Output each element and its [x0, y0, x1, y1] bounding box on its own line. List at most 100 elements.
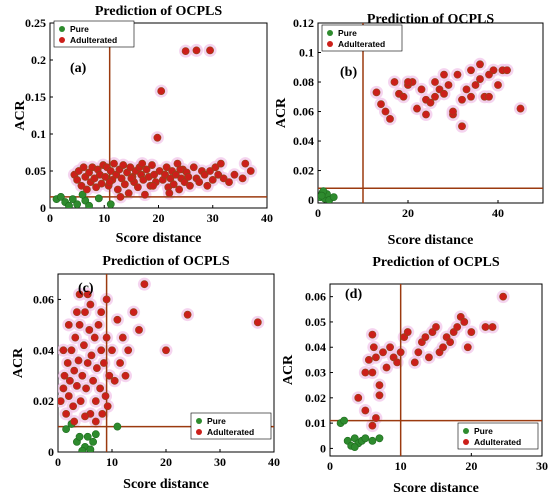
point-adulterated: [211, 163, 220, 172]
point-adulterated: [162, 163, 171, 172]
x-axis-label: Score distance: [123, 477, 209, 492]
point-adulterated: [449, 107, 457, 116]
point-adulterated: [403, 328, 412, 336]
legend-label-pure: Pure: [207, 416, 226, 426]
point-adulterated: [116, 192, 125, 201]
point-adulterated: [161, 170, 169, 179]
point-adulterated: [375, 381, 384, 390]
point-adulterated: [364, 355, 373, 364]
x-tick-label: 20: [160, 455, 172, 469]
point-adulterated: [67, 346, 76, 355]
legend-box: [190, 412, 272, 440]
point-adulterated: [404, 78, 412, 86]
point-adulterated: [368, 368, 377, 377]
point-adulterated: [140, 280, 149, 289]
x-tick-label: 10: [106, 455, 118, 469]
point-adulterated: [171, 170, 180, 179]
point-pure: [68, 195, 77, 204]
x-tick-label: 30: [207, 211, 219, 225]
point-adulterated: [118, 333, 127, 342]
point-pure: [89, 437, 97, 446]
point-adulterated: [75, 320, 84, 329]
point-adulterated: [203, 181, 212, 190]
point-adulterated: [372, 353, 380, 362]
point-adulterated: [453, 70, 462, 79]
point-adulterated: [413, 104, 421, 113]
point-adulterated: [142, 165, 151, 174]
point-adulterated: [396, 348, 405, 357]
panel-label: (b): [340, 65, 357, 80]
point-pure: [75, 432, 84, 441]
point-adulterated: [92, 364, 101, 372]
point-adulterated: [105, 178, 114, 186]
point-pure: [340, 416, 349, 425]
point-adulterated: [467, 66, 475, 75]
point-adulterated: [113, 185, 122, 194]
point-adulterated: [141, 190, 149, 199]
y-tick-label: 0.06: [33, 292, 54, 306]
point-adulterated: [89, 376, 97, 385]
point-adulterated: [195, 178, 204, 186]
point-adulterated: [253, 318, 262, 327]
point-adulterated: [113, 315, 122, 324]
point-pure: [361, 434, 370, 443]
plot-area: [330, 284, 542, 456]
point-adulterated: [422, 110, 430, 119]
point-adulterated: [377, 100, 385, 109]
point-adulterated: [59, 346, 68, 355]
legend-box: [321, 24, 403, 52]
panel-3: Prediction of OCPLS 0 10 20 30 40 0 0.02 0.04 0.0…: [11, 254, 280, 492]
legend-label-pure: Pure: [70, 24, 89, 34]
y-axis-label: ACR: [13, 99, 28, 130]
chart-title: Prediction of OCPLS: [95, 4, 223, 19]
point-adulterated: [208, 175, 217, 184]
point-adulterated: [105, 371, 114, 380]
point-adulterated: [69, 402, 78, 411]
point-adulterated: [155, 167, 164, 175]
point-adulterated: [503, 66, 511, 75]
plot-frame: [329, 283, 543, 457]
plot-area: [58, 274, 274, 452]
point-adulterated: [206, 46, 214, 55]
point-adulterated: [96, 384, 105, 393]
y-tick-label: 0.1: [31, 127, 46, 141]
legend-marker-pure: [59, 26, 65, 32]
point-adulterated: [382, 363, 391, 372]
y-tick-label: 0.12: [293, 16, 314, 30]
y-tick-label: 0.08: [293, 75, 314, 89]
point-adulterated: [83, 290, 92, 299]
y-tick-label: 0.01: [305, 416, 326, 430]
point-adulterated: [386, 115, 394, 123]
x-axis-label: Score distance: [393, 481, 479, 496]
point-adulterated: [73, 308, 81, 317]
point-adulterated: [71, 333, 80, 342]
point-adulterated: [91, 417, 100, 426]
point-adulterated: [116, 359, 124, 367]
y-tick-label: 0: [40, 201, 46, 215]
point-adulterated: [238, 174, 247, 183]
point-adulterated: [181, 47, 190, 56]
point-adulterated: [458, 122, 466, 131]
x-tick-label: 40: [492, 206, 504, 220]
point-pure: [86, 445, 95, 452]
point-adulterated: [381, 107, 390, 116]
point-adulterated: [74, 356, 83, 365]
x-tick-label: 30: [536, 459, 548, 473]
point-adulterated: [108, 346, 116, 355]
panel-label: (c): [78, 281, 94, 296]
legend-label-adulterated: Adulterated: [207, 427, 254, 437]
point-adulterated: [73, 381, 81, 390]
point-adulterated: [100, 359, 108, 367]
point-adulterated: [103, 402, 112, 411]
legend-box: [457, 422, 539, 450]
point-adulterated: [106, 167, 115, 175]
point-adulterated: [393, 358, 402, 367]
point-adulterated: [87, 351, 96, 360]
point-adulterated: [176, 165, 185, 174]
point-adulterated: [444, 81, 453, 89]
point-adulterated: [94, 320, 103, 329]
